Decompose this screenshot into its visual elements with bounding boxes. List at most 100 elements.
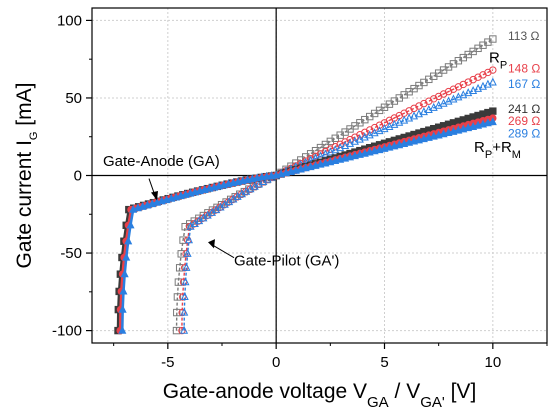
data-point bbox=[489, 107, 497, 115]
data-point bbox=[483, 79, 492, 88]
data-point bbox=[444, 96, 453, 105]
rp-rm-group-label: RP+RM bbox=[474, 139, 521, 161]
data-point bbox=[120, 269, 129, 278]
resistance-label: 241 Ω bbox=[508, 102, 540, 116]
rprm-label-sub2: M bbox=[512, 149, 521, 161]
series-148-ohm bbox=[178, 66, 497, 335]
data-point bbox=[355, 134, 364, 143]
x-tick-label: 5 bbox=[380, 354, 388, 371]
data-point bbox=[119, 286, 128, 295]
data-point bbox=[180, 292, 189, 301]
x-axis-title-unit: [V] bbox=[445, 380, 477, 403]
data-point bbox=[326, 147, 335, 156]
rprm-label-plus: +R bbox=[492, 139, 512, 156]
rp-label-sub: P bbox=[500, 59, 507, 71]
data-point bbox=[172, 326, 181, 335]
data-point bbox=[419, 107, 428, 116]
data-point bbox=[414, 109, 423, 118]
data-point bbox=[122, 252, 131, 261]
data-point bbox=[118, 325, 127, 334]
data-point bbox=[489, 66, 497, 74]
data-series bbox=[114, 35, 497, 335]
data-point bbox=[178, 326, 186, 335]
data-point bbox=[365, 130, 374, 139]
x-axis-title-sub1: GA bbox=[367, 394, 389, 411]
data-point bbox=[489, 35, 497, 43]
data-point bbox=[380, 124, 389, 133]
gate-pilot-annotation: Gate-Pilot (GA') bbox=[234, 252, 339, 269]
data-point bbox=[488, 117, 497, 126]
data-point bbox=[180, 307, 189, 316]
data-point bbox=[178, 308, 186, 317]
rp-label-main: R bbox=[489, 49, 500, 66]
data-point bbox=[449, 94, 458, 103]
resistance-label: 289 Ω bbox=[508, 127, 540, 141]
series-241-ohm bbox=[114, 107, 497, 335]
data-point bbox=[429, 102, 438, 111]
data-point bbox=[405, 113, 414, 122]
data-point bbox=[350, 136, 359, 145]
data-point bbox=[360, 132, 369, 141]
y-axis-title-sub: G bbox=[28, 132, 40, 141]
series-289-ohm bbox=[118, 117, 497, 334]
y-tick-label: -100 bbox=[52, 323, 82, 340]
series-167-ohm bbox=[180, 77, 497, 334]
data-point bbox=[454, 92, 463, 101]
data-point bbox=[184, 235, 194, 244]
rprm-label-sub1: P bbox=[485, 149, 492, 161]
data-point bbox=[175, 264, 184, 272]
x-axis-title-mid: / V bbox=[389, 380, 421, 403]
gate-anode-annotation: Gate-Anode (GA) bbox=[103, 153, 220, 170]
data-point bbox=[173, 308, 181, 317]
data-point bbox=[478, 81, 487, 90]
data-point bbox=[370, 128, 379, 137]
zero-axis-lines bbox=[92, 8, 547, 343]
x-tick-label: 0 bbox=[272, 354, 280, 371]
series-line bbox=[183, 81, 494, 331]
gate-pilot-arrow bbox=[212, 244, 235, 259]
data-point bbox=[181, 277, 190, 286]
data-point bbox=[439, 98, 448, 107]
x-tick-label: -5 bbox=[161, 354, 174, 371]
data-point bbox=[464, 88, 473, 97]
gate-pilot-arrowhead bbox=[208, 239, 215, 249]
data-point bbox=[179, 293, 187, 301]
resistance-label: 113 Ω bbox=[508, 29, 539, 43]
curve-annotations: Gate-Anode (GA) Gate-Pilot (GA') bbox=[103, 153, 339, 269]
data-point bbox=[177, 250, 185, 258]
x-tick-label: 10 bbox=[484, 354, 501, 371]
data-point bbox=[179, 278, 188, 286]
y-tick-label: -50 bbox=[60, 245, 82, 262]
data-point bbox=[126, 220, 135, 229]
data-point bbox=[346, 138, 355, 147]
data-point bbox=[474, 83, 483, 92]
resistance-label: 167 Ω bbox=[508, 77, 540, 91]
data-point bbox=[173, 293, 182, 301]
resistance-label: 148 Ω bbox=[508, 61, 540, 75]
y-tick-label: 50 bbox=[65, 90, 82, 107]
data-point bbox=[488, 77, 497, 86]
data-point bbox=[400, 115, 409, 124]
y-tick-label: 100 bbox=[57, 12, 82, 29]
data-point bbox=[385, 121, 394, 130]
gate-anode-arrowhead bbox=[151, 191, 158, 201]
data-point bbox=[182, 262, 191, 271]
data-point bbox=[183, 248, 192, 257]
data-point bbox=[321, 149, 330, 158]
data-point bbox=[410, 111, 419, 120]
rprm-label-main: R bbox=[474, 139, 485, 156]
y-axis-title-unit: [mA] bbox=[13, 83, 36, 132]
x-axis-title: Gate-anode voltage VGA / VGA' [V] bbox=[163, 380, 477, 411]
x-axis-title-main: Gate-anode voltage V bbox=[163, 380, 367, 403]
data-point bbox=[341, 140, 350, 149]
resistance-label: 269 Ω bbox=[508, 114, 540, 128]
y-axis-title-main: Gate current I bbox=[13, 140, 36, 268]
x-axis-title-sub2: GA' bbox=[420, 394, 445, 411]
axis-ticks bbox=[86, 19, 548, 349]
series-line bbox=[118, 116, 494, 331]
data-point bbox=[434, 100, 443, 109]
data-point bbox=[375, 126, 384, 135]
y-tick-label: 0 bbox=[74, 168, 82, 185]
